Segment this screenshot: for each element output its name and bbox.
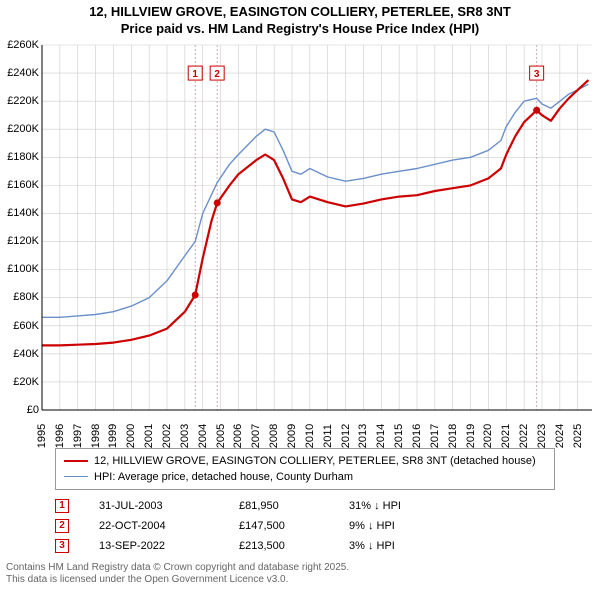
sale-marker: 3 (55, 539, 69, 553)
y-axis-label: £200K (7, 123, 39, 135)
y-axis-label: £160K (7, 179, 39, 191)
sale-row: 2 22-OCT-2004 £147,500 9% ↓ HPI (55, 516, 600, 536)
svg-text:2: 2 (214, 69, 220, 80)
x-axis-label: 2000 (125, 424, 137, 448)
x-axis-label: 2018 (447, 424, 459, 448)
legend-swatch-price-paid (64, 460, 88, 462)
x-axis-label: 2017 (429, 424, 441, 448)
y-axis-label: £0 (27, 404, 39, 416)
y-axis-label: £100K (7, 263, 39, 275)
sale-diff: 31% ↓ HPI (349, 500, 459, 512)
x-axis-label: 2006 (232, 424, 244, 448)
y-axis-label: £220K (7, 95, 39, 107)
x-axis-label: 1995 (36, 424, 48, 448)
x-axis-label: 2004 (197, 424, 209, 448)
legend-label-price-paid: 12, HILLVIEW GROVE, EASINGTON COLLIERY, … (94, 455, 536, 467)
legend: 12, HILLVIEW GROVE, EASINGTON COLLIERY, … (55, 448, 555, 490)
x-axis-label: 2021 (500, 424, 512, 448)
x-axis-label: 2015 (393, 424, 405, 448)
y-axis-label: £80K (13, 291, 39, 303)
x-axis-label: 2008 (268, 424, 280, 448)
legend-row-hpi: HPI: Average price, detached house, Coun… (64, 469, 546, 485)
x-axis-label: 2023 (536, 424, 548, 448)
x-axis-label: 2010 (304, 424, 316, 448)
x-axis-label: 2016 (411, 424, 423, 448)
sale-date: 22-OCT-2004 (99, 520, 239, 532)
sale-date: 31-JUL-2003 (99, 500, 239, 512)
sale-diff: 9% ↓ HPI (349, 520, 459, 532)
footer-attribution: Contains HM Land Registry data © Crown c… (6, 562, 349, 586)
x-axis-label: 2001 (143, 424, 155, 448)
x-axis-label: 2005 (215, 424, 227, 448)
y-axis-label: £20K (13, 376, 39, 388)
x-axis-label: 2012 (340, 424, 352, 448)
sale-marker: 2 (55, 519, 69, 533)
x-axis-label: 2007 (250, 424, 262, 448)
footer-line-1: Contains HM Land Registry data © Crown c… (6, 562, 349, 574)
x-axis-label: 2013 (357, 424, 369, 448)
sale-price: £81,950 (239, 500, 349, 512)
x-axis-label: 1999 (107, 424, 119, 448)
y-axis-label: £120K (7, 235, 39, 247)
legend-label-hpi: HPI: Average price, detached house, Coun… (94, 471, 353, 483)
sale-row: 3 13-SEP-2022 £213,500 3% ↓ HPI (55, 536, 600, 556)
x-axis-label: 2020 (482, 424, 494, 448)
y-axis-label: £140K (7, 207, 39, 219)
footer-line-2: This data is licensed under the Open Gov… (6, 574, 349, 586)
chart-title: 12, HILLVIEW GROVE, EASINGTON COLLIERY, … (0, 0, 600, 40)
sale-date: 13-SEP-2022 (99, 540, 239, 552)
chart-svg: 1 2 3 (0, 40, 600, 440)
x-axis-label: 2024 (554, 424, 566, 448)
sale-marker: 1 (55, 499, 69, 513)
legend-swatch-hpi (64, 476, 88, 477)
title-line-2: Price paid vs. HM Land Registry's House … (10, 21, 590, 38)
y-axis-label: £260K (7, 39, 39, 51)
sale-price: £147,500 (239, 520, 349, 532)
y-axis-label: £40K (13, 348, 39, 360)
y-axis-label: £180K (7, 151, 39, 163)
x-axis-label: 2019 (465, 424, 477, 448)
x-axis-label: 2011 (322, 424, 334, 448)
x-axis-label: 2014 (375, 424, 387, 448)
x-axis-label: 2003 (179, 424, 191, 448)
legend-row-price-paid: 12, HILLVIEW GROVE, EASINGTON COLLIERY, … (64, 453, 546, 469)
sales-table: 1 31-JUL-2003 £81,950 31% ↓ HPI 2 22-OCT… (55, 496, 600, 556)
sale-row: 1 31-JUL-2003 £81,950 31% ↓ HPI (55, 496, 600, 516)
sale-price: £213,500 (239, 540, 349, 552)
x-axis-label: 2009 (286, 424, 298, 448)
chart-area: 1 2 3 £0 £20K £40K £60K £80K £100K £120K £140K £16… (0, 40, 600, 440)
x-axis-label: 1997 (72, 424, 84, 448)
y-axis-label: £60K (13, 320, 39, 332)
x-axis-label: 2025 (572, 424, 584, 448)
svg-text:1: 1 (192, 69, 198, 80)
x-axis-label: 1998 (90, 424, 102, 448)
x-axis-label: 2022 (518, 424, 530, 448)
x-axis-label: 1996 (54, 424, 66, 448)
x-axis-label: 2002 (161, 424, 173, 448)
sale-diff: 3% ↓ HPI (349, 540, 459, 552)
title-line-1: 12, HILLVIEW GROVE, EASINGTON COLLIERY, … (10, 4, 590, 21)
svg-text:3: 3 (534, 69, 540, 80)
y-axis-label: £240K (7, 67, 39, 79)
